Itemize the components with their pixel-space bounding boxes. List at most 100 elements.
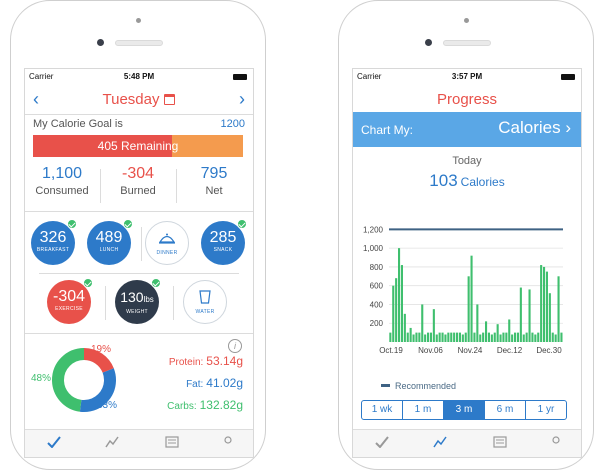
chart-bar bbox=[406, 332, 409, 342]
chart-bar bbox=[447, 332, 450, 342]
profile-tab-icon[interactable] bbox=[221, 436, 235, 448]
range-6m[interactable]: 6 m bbox=[485, 401, 526, 419]
breakfast-label: BREAKFAST bbox=[36, 247, 70, 253]
breakfast-button[interactable]: 326 BREAKFAST bbox=[31, 219, 77, 265]
chart-bar bbox=[435, 334, 438, 342]
chart-bar bbox=[441, 332, 444, 342]
carbs-name: Carbs: bbox=[167, 401, 197, 412]
y-tick-label: 1,200 bbox=[363, 225, 384, 234]
chart-bar bbox=[543, 266, 546, 342]
burned-value: -304 bbox=[121, 165, 155, 182]
calorie-progress-fill bbox=[33, 135, 172, 157]
y-tick-label: 1,000 bbox=[363, 244, 384, 253]
weight-value: 130lbs bbox=[115, 289, 159, 308]
chart-bar bbox=[551, 332, 554, 342]
range-1m[interactable]: 1 m bbox=[403, 401, 444, 419]
battery-icon bbox=[561, 74, 575, 80]
trend-tab-icon[interactable] bbox=[105, 436, 119, 448]
breakfast-calories: 326 bbox=[39, 229, 67, 246]
chart-bar bbox=[429, 332, 432, 342]
dinner-button[interactable]: DINNER bbox=[145, 221, 189, 265]
chart-bar bbox=[508, 319, 511, 342]
x-tick-label: Nov.06 bbox=[418, 346, 443, 355]
range-3m[interactable]: 3 m bbox=[444, 401, 485, 419]
chart-bar bbox=[537, 332, 540, 342]
calorie-stats: 1,100 Consumed -304 Burned 795 Net bbox=[25, 165, 253, 205]
check-icon bbox=[151, 278, 161, 288]
weight-button[interactable]: 130lbs WEIGHT bbox=[115, 278, 161, 324]
dinner-label: DINNER bbox=[156, 250, 178, 256]
next-day-button[interactable]: › bbox=[239, 89, 245, 109]
calendar-icon[interactable] bbox=[164, 94, 176, 105]
range-1wk[interactable]: 1 wk bbox=[362, 401, 403, 419]
check-icon bbox=[83, 278, 93, 288]
carbs-row: Carbs: 132.82g bbox=[167, 398, 243, 412]
chart-bar bbox=[400, 265, 403, 342]
x-tick-label: Dec.12 bbox=[497, 346, 523, 355]
chart-bar bbox=[516, 332, 519, 342]
burned-label: Burned bbox=[120, 185, 156, 197]
sensor-icon bbox=[136, 18, 141, 23]
check-icon bbox=[123, 219, 133, 229]
chart-bar bbox=[473, 332, 476, 342]
info-icon[interactable]: i bbox=[228, 339, 242, 353]
list-tab-icon[interactable] bbox=[493, 436, 507, 448]
calorie-goal-label: My Calorie Goal is bbox=[33, 118, 123, 130]
range-1yr[interactable]: 1 yr bbox=[537, 404, 555, 415]
y-tick-label: 200 bbox=[370, 319, 384, 328]
chart-bar bbox=[511, 334, 514, 342]
check-tab-icon[interactable] bbox=[47, 436, 61, 448]
consumed-label: Consumed bbox=[35, 185, 89, 197]
chart-bar bbox=[514, 332, 517, 342]
chart-bar bbox=[490, 334, 493, 342]
chevron-right-icon: › bbox=[565, 118, 571, 137]
y-tick-label: 800 bbox=[370, 263, 384, 272]
divider bbox=[141, 227, 142, 261]
chart-bar bbox=[519, 287, 522, 342]
water-button[interactable]: WATER bbox=[183, 280, 227, 324]
chart-my-selector[interactable]: Chart My: Calories › bbox=[353, 112, 581, 147]
camera-icon bbox=[425, 39, 432, 46]
chart-bar bbox=[540, 265, 543, 342]
calorie-goal-value[interactable]: 1200 bbox=[220, 118, 245, 130]
snack-calories: 285 bbox=[209, 229, 237, 246]
profile-tab-icon[interactable] bbox=[549, 436, 563, 448]
tab-bar bbox=[25, 429, 253, 457]
chart-bar bbox=[560, 332, 563, 342]
chart-bar bbox=[505, 332, 508, 342]
check-tab-icon[interactable] bbox=[375, 436, 389, 448]
snack-button[interactable]: 285 SNACK bbox=[201, 219, 247, 265]
chart-bar bbox=[545, 271, 548, 342]
x-tick-label: Dec.30 bbox=[536, 346, 562, 355]
exercise-button[interactable]: -304 EXERCISE bbox=[47, 278, 93, 324]
legend-swatch bbox=[381, 384, 390, 387]
speaker-grille bbox=[115, 40, 163, 46]
lunch-button[interactable]: 489 LUNCH bbox=[87, 219, 133, 265]
divider bbox=[176, 169, 177, 203]
progress-navbar: Progress bbox=[353, 85, 581, 115]
chart-bar bbox=[389, 332, 392, 342]
protein-name: Protein: bbox=[168, 357, 204, 368]
status-bar: Carrier 3:57 PM bbox=[353, 69, 581, 85]
chart-bar bbox=[487, 332, 490, 342]
chart-bar bbox=[548, 293, 551, 342]
list-tab-icon[interactable] bbox=[165, 436, 179, 448]
divider bbox=[25, 211, 253, 212]
status-time: 5:48 PM bbox=[123, 72, 155, 81]
prev-day-button[interactable]: ‹ bbox=[33, 89, 39, 109]
trend-tab-icon[interactable] bbox=[433, 436, 447, 448]
divider bbox=[105, 286, 106, 320]
chart-bar bbox=[415, 332, 418, 342]
weight-unit: lbs bbox=[143, 295, 154, 304]
chart-bar bbox=[424, 334, 427, 342]
carrier-label: Carrier bbox=[357, 72, 382, 81]
net-value: 795 bbox=[200, 165, 228, 182]
chart-bar bbox=[403, 313, 406, 342]
speaker-grille bbox=[443, 40, 491, 46]
chart-bar bbox=[412, 334, 415, 342]
diary-screen: Carrier 5:48 PM ‹ Tuesday › My Calorie G… bbox=[24, 68, 254, 458]
chart-bar bbox=[470, 255, 473, 342]
chart-my-label: Chart My: bbox=[361, 123, 414, 137]
divider bbox=[173, 286, 174, 320]
divider bbox=[25, 114, 253, 115]
